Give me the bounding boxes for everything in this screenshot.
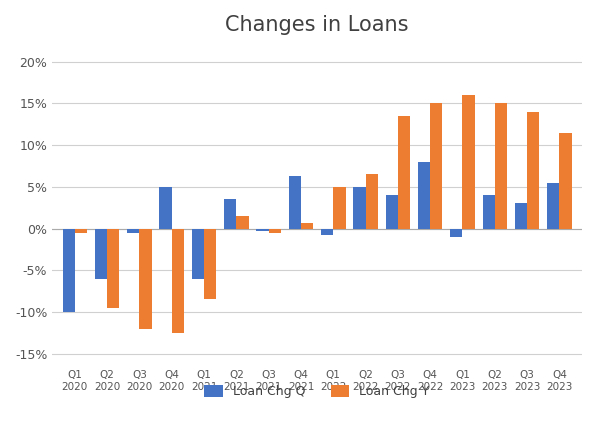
Text: Q1
2021: Q1 2021 xyxy=(191,371,217,392)
Bar xyxy=(75,229,87,232)
Text: Q2
2022: Q2 2022 xyxy=(352,371,378,392)
Bar xyxy=(559,132,572,229)
Bar xyxy=(63,229,75,312)
Bar xyxy=(204,229,216,299)
Bar xyxy=(450,229,463,237)
Bar xyxy=(353,187,365,229)
Bar xyxy=(547,183,559,229)
Title: Changes in Loans: Changes in Loans xyxy=(226,15,409,35)
Bar xyxy=(172,229,184,333)
Bar xyxy=(386,195,398,229)
Bar xyxy=(127,229,140,232)
Bar xyxy=(224,199,236,229)
Text: Q2
2021: Q2 2021 xyxy=(223,371,250,392)
Text: Q3
2020: Q3 2020 xyxy=(127,371,153,392)
Bar xyxy=(333,187,346,229)
Text: Q3
2022: Q3 2022 xyxy=(384,371,411,392)
Legend: Loan Chg Q, Loan Chg Y: Loan Chg Q, Loan Chg Y xyxy=(199,380,435,403)
Bar xyxy=(495,103,507,229)
Text: Q4
2022: Q4 2022 xyxy=(417,371,444,392)
Text: Q3
2021: Q3 2021 xyxy=(256,371,282,392)
Text: Q1
2022: Q1 2022 xyxy=(320,371,346,392)
Text: Q3
2023: Q3 2023 xyxy=(514,371,540,392)
Bar xyxy=(321,229,333,235)
Text: Q1
2020: Q1 2020 xyxy=(61,371,88,392)
Bar xyxy=(301,223,313,229)
Bar xyxy=(107,229,119,308)
Bar xyxy=(527,112,539,229)
Bar xyxy=(95,229,107,278)
Text: Q4
2023: Q4 2023 xyxy=(546,371,573,392)
Bar xyxy=(430,103,442,229)
Bar xyxy=(463,95,475,229)
Bar xyxy=(482,195,495,229)
Text: Q4
2021: Q4 2021 xyxy=(288,371,314,392)
Bar xyxy=(159,187,172,229)
Bar xyxy=(269,229,281,232)
Bar xyxy=(515,204,527,229)
Text: Q2
2020: Q2 2020 xyxy=(94,371,120,392)
Bar xyxy=(140,229,152,329)
Text: Q1
2023: Q1 2023 xyxy=(450,371,476,392)
Bar xyxy=(289,176,301,229)
Bar xyxy=(365,174,378,229)
Bar xyxy=(398,116,410,229)
Bar xyxy=(418,162,430,229)
Bar xyxy=(192,229,204,278)
Text: Q4
2020: Q4 2020 xyxy=(159,371,185,392)
Bar xyxy=(256,229,269,231)
Bar xyxy=(236,216,248,229)
Text: Q2
2023: Q2 2023 xyxy=(482,371,508,392)
